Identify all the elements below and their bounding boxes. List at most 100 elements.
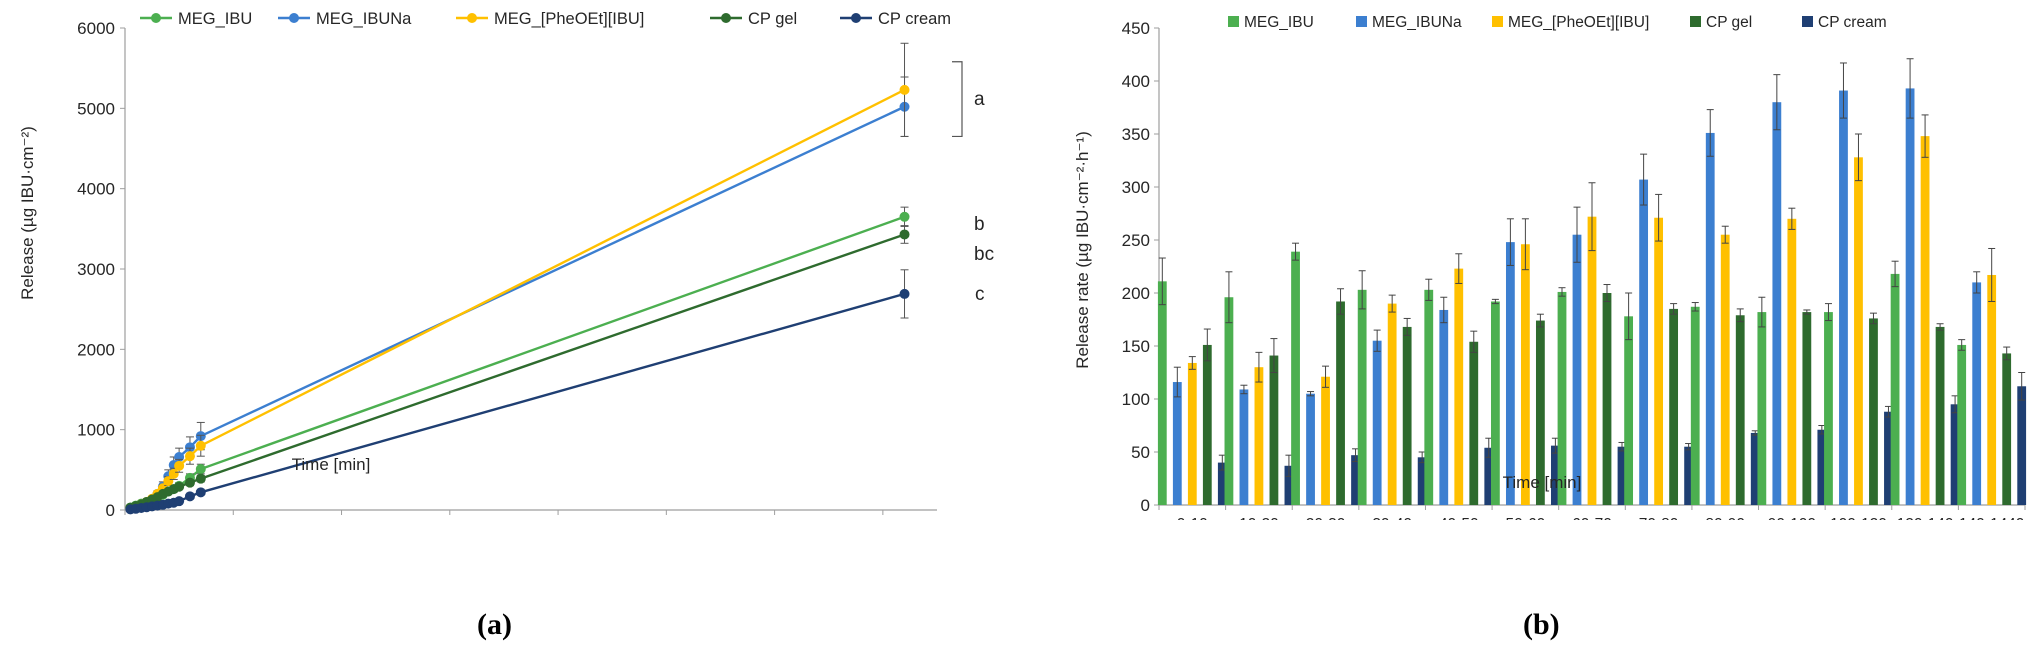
line-series <box>125 225 910 513</box>
bar <box>1217 462 1227 505</box>
bar <box>1351 455 1360 505</box>
line-chart-y-axis-title: Release (µg IBU·cm⁻²) <box>18 126 37 300</box>
y-tick-label: 2000 <box>77 340 115 359</box>
data-point <box>184 491 195 502</box>
y-tick-label: 150 <box>1122 337 1150 356</box>
data-point <box>174 460 185 471</box>
bar <box>1905 88 1915 506</box>
data-point <box>174 481 185 492</box>
bar <box>1890 273 1900 505</box>
significance-letter: bc <box>974 244 994 265</box>
y-tick-label: 300 <box>1122 178 1150 197</box>
bar <box>1439 309 1449 505</box>
data-point <box>899 84 910 95</box>
y-tick-label: 350 <box>1122 125 1150 144</box>
bar <box>1387 303 1397 505</box>
bar <box>1321 376 1330 505</box>
data-point <box>195 440 206 451</box>
bar <box>1935 326 1945 505</box>
y-tick-label: 1000 <box>77 421 115 440</box>
significance-annotations: a b bc c <box>952 61 994 305</box>
bar <box>1172 382 1182 505</box>
bar-group <box>1824 62 1893 505</box>
bar-group <box>1757 74 1827 506</box>
x-category-label: 40-50 <box>1439 516 1479 520</box>
bar <box>1987 274 1997 505</box>
bar <box>1869 318 1878 505</box>
bar <box>1557 291 1567 505</box>
y-tick-label: 400 <box>1122 72 1150 91</box>
bar <box>1269 355 1279 505</box>
y-tick-label: 6000 <box>77 19 115 38</box>
data-point <box>899 288 910 299</box>
data-point <box>899 211 910 222</box>
line-chart-x-axis-title: Time [min] <box>292 455 371 474</box>
bar <box>1505 242 1515 505</box>
y-tick-label: 250 <box>1122 231 1150 250</box>
y-tick-label: 100 <box>1122 390 1150 409</box>
bar-chart-legend: MEG_IBU MEG_IBUNa MEG_[PheOEt][IBU] CP gel C… <box>1228 14 1887 31</box>
significance-bracket <box>952 61 963 138</box>
bar <box>1224 297 1234 505</box>
bar <box>1239 389 1249 505</box>
data-point <box>163 476 174 487</box>
legend-swatch <box>1492 16 1503 27</box>
legend-label: MEG_IBUNa <box>1372 14 1462 31</box>
bar <box>1402 326 1412 505</box>
release-rate-bar-chart: MEG_IBU MEG_IBUNa MEG_[PheOEt][IBU] CP gel C… <box>1073 14 2027 520</box>
y-tick-label: 3000 <box>77 260 115 279</box>
bar <box>1357 289 1367 505</box>
significance-letter: c <box>975 284 985 305</box>
y-tick-label: 0 <box>1141 496 1150 515</box>
bar <box>1484 447 1494 505</box>
x-category-label: 140-1440 <box>1959 516 2025 520</box>
bar <box>1817 429 1827 505</box>
data-point <box>195 464 206 475</box>
bar-group <box>1690 109 1760 505</box>
bar <box>1372 340 1382 505</box>
x-category-label: 20-30 <box>1306 516 1346 520</box>
bar <box>1454 268 1464 505</box>
y-tick-label: 4000 <box>77 180 115 199</box>
bar <box>1624 316 1634 505</box>
bar <box>1520 244 1530 506</box>
legend-marker <box>851 13 861 23</box>
x-category-label: 100-120 <box>1830 516 1887 520</box>
bar-group <box>1424 253 1494 505</box>
x-category-label: 80-90 <box>1705 516 1745 520</box>
panel-a-label: (a) <box>477 608 512 641</box>
bar <box>1602 293 1612 505</box>
bar <box>1424 289 1434 505</box>
legend-label: CP cream <box>878 10 951 28</box>
bar <box>1972 282 1982 505</box>
line-series <box>125 206 910 513</box>
bar <box>1157 281 1167 505</box>
bar <box>1824 312 1833 505</box>
x-category-label: 10-20 <box>1239 516 1279 520</box>
x-category-label: 70-80 <box>1639 516 1679 520</box>
bar <box>1490 301 1500 505</box>
bar <box>1735 315 1745 505</box>
data-point <box>168 468 179 479</box>
legend-swatch <box>1690 16 1701 27</box>
bar-chart-x-axis-title: Time [min] <box>1503 473 1582 492</box>
bar <box>1802 312 1812 505</box>
bar <box>1535 320 1545 505</box>
bar <box>1705 132 1715 505</box>
bar <box>2002 353 2012 505</box>
line-chart-axes: 0100020003000400050006000020040060080010… <box>77 19 937 520</box>
legend-label: MEG_IBUNa <box>316 10 412 28</box>
series-line <box>130 233 905 509</box>
legend-label: CP gel <box>1706 14 1752 31</box>
x-category-label: 90-100 <box>1768 516 1817 520</box>
legend-label: MEG_[PheOEt][IBU] <box>1508 14 1649 31</box>
legend-marker <box>467 13 477 23</box>
data-point <box>184 442 195 453</box>
panel-b-label: (b) <box>1523 608 1560 641</box>
significance-letter: b <box>974 214 985 235</box>
bar <box>1291 251 1300 505</box>
bar <box>1690 306 1700 505</box>
legend-label: CP cream <box>1818 14 1887 31</box>
bar <box>1639 179 1649 505</box>
bar <box>1950 404 1960 505</box>
